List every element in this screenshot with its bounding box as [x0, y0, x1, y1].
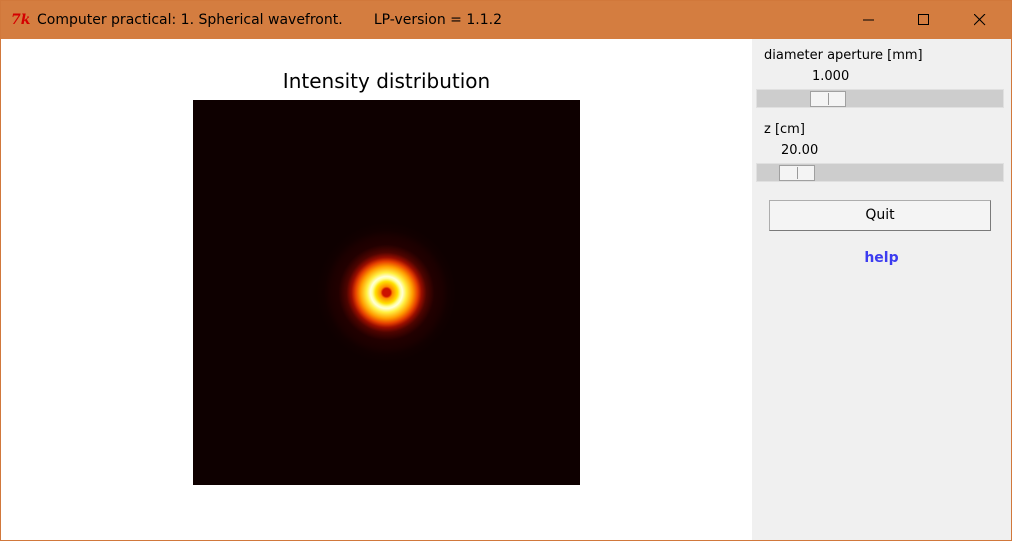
- aperture-value: 1.000: [812, 69, 850, 84]
- tk-app-icon: 7k: [11, 12, 31, 28]
- control-panel: diameter aperture [mm] 1.000 z [cm] 20.0…: [752, 39, 1011, 540]
- z-label: z [cm]: [764, 122, 805, 137]
- z-slider[interactable]: [756, 163, 1004, 182]
- aperture-slider-thumb[interactable]: [810, 91, 846, 107]
- aperture-slider[interactable]: [756, 89, 1004, 108]
- maximize-button[interactable]: [901, 1, 947, 39]
- quit-button[interactable]: Quit: [769, 200, 991, 231]
- maximize-icon: [918, 14, 929, 25]
- minimize-button[interactable]: [846, 1, 892, 39]
- window-title: Computer practical: 1. Spherical wavefro…: [37, 12, 502, 28]
- plot-area: Intensity distribution: [1, 39, 752, 540]
- close-icon: [974, 14, 986, 26]
- title-bar[interactable]: 7k Computer practical: 1. Spherical wave…: [1, 1, 1011, 39]
- intensity-image: [193, 100, 580, 485]
- plot-title: Intensity distribution: [282, 69, 491, 93]
- close-button[interactable]: [957, 1, 1003, 39]
- aperture-label: diameter aperture [mm]: [764, 48, 923, 63]
- minimize-icon: [863, 19, 874, 21]
- z-slider-thumb[interactable]: [779, 165, 815, 181]
- help-link[interactable]: help: [864, 250, 899, 266]
- z-value: 20.00: [781, 143, 819, 158]
